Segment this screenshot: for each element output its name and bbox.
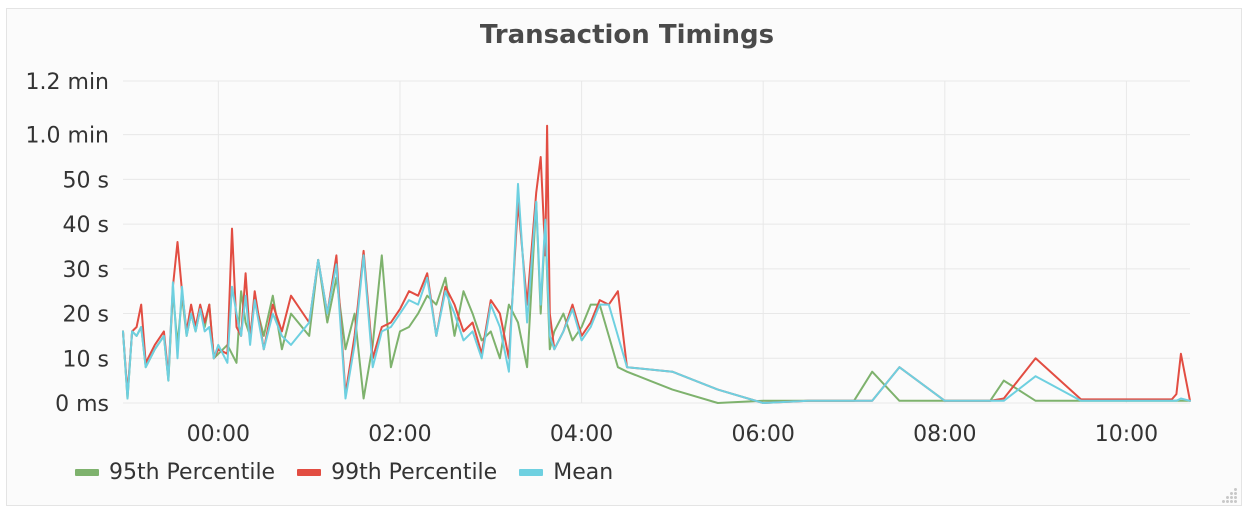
y-tick-label: 0 ms bbox=[55, 392, 109, 417]
legend-swatch-p99 bbox=[297, 469, 322, 476]
legend-item-p99[interactable]: 99th Percentile bbox=[297, 460, 497, 485]
legend-swatch-p95 bbox=[75, 469, 99, 476]
legend: 95th Percentile 99th Percentile Mean bbox=[75, 460, 613, 485]
legend-label-mean[interactable]: Mean bbox=[553, 460, 614, 485]
series-line-p99 bbox=[122, 124, 1191, 404]
x-tick-label: 06:00 bbox=[731, 422, 794, 447]
legend-swatch-mean bbox=[519, 469, 544, 476]
y-tick-label: 40 s bbox=[63, 213, 109, 238]
y-tick-label: 1.0 min bbox=[26, 124, 109, 149]
x-tick-label: 08:00 bbox=[913, 422, 976, 447]
y-tick-label: 50 s bbox=[63, 168, 109, 193]
panel-resize-handle[interactable] bbox=[1222, 488, 1238, 504]
x-tick-label: 10:00 bbox=[1095, 422, 1158, 447]
x-tick-label: 04:00 bbox=[550, 422, 613, 447]
y-tick-label: 20 s bbox=[63, 303, 109, 328]
legend-item-p95[interactable]: 95th Percentile bbox=[75, 460, 275, 485]
legend-label-p99[interactable]: 99th Percentile bbox=[331, 460, 498, 485]
graph-panel bbox=[6, 8, 1242, 506]
legend-label-p95[interactable]: 95th Percentile bbox=[109, 460, 276, 485]
y-tick-label: 30 s bbox=[63, 258, 109, 283]
x-tick-label: 02:00 bbox=[368, 422, 431, 447]
legend-item-mean[interactable]: Mean bbox=[519, 460, 613, 485]
series-line-mean bbox=[122, 182, 1191, 404]
series-line-p95 bbox=[122, 200, 1191, 404]
x-tick-label: 00:00 bbox=[187, 422, 250, 447]
y-tick-label: 1.2 min bbox=[26, 70, 109, 95]
panel-title: Transaction Timings bbox=[479, 20, 775, 50]
y-tick-label: 10 s bbox=[63, 347, 109, 372]
